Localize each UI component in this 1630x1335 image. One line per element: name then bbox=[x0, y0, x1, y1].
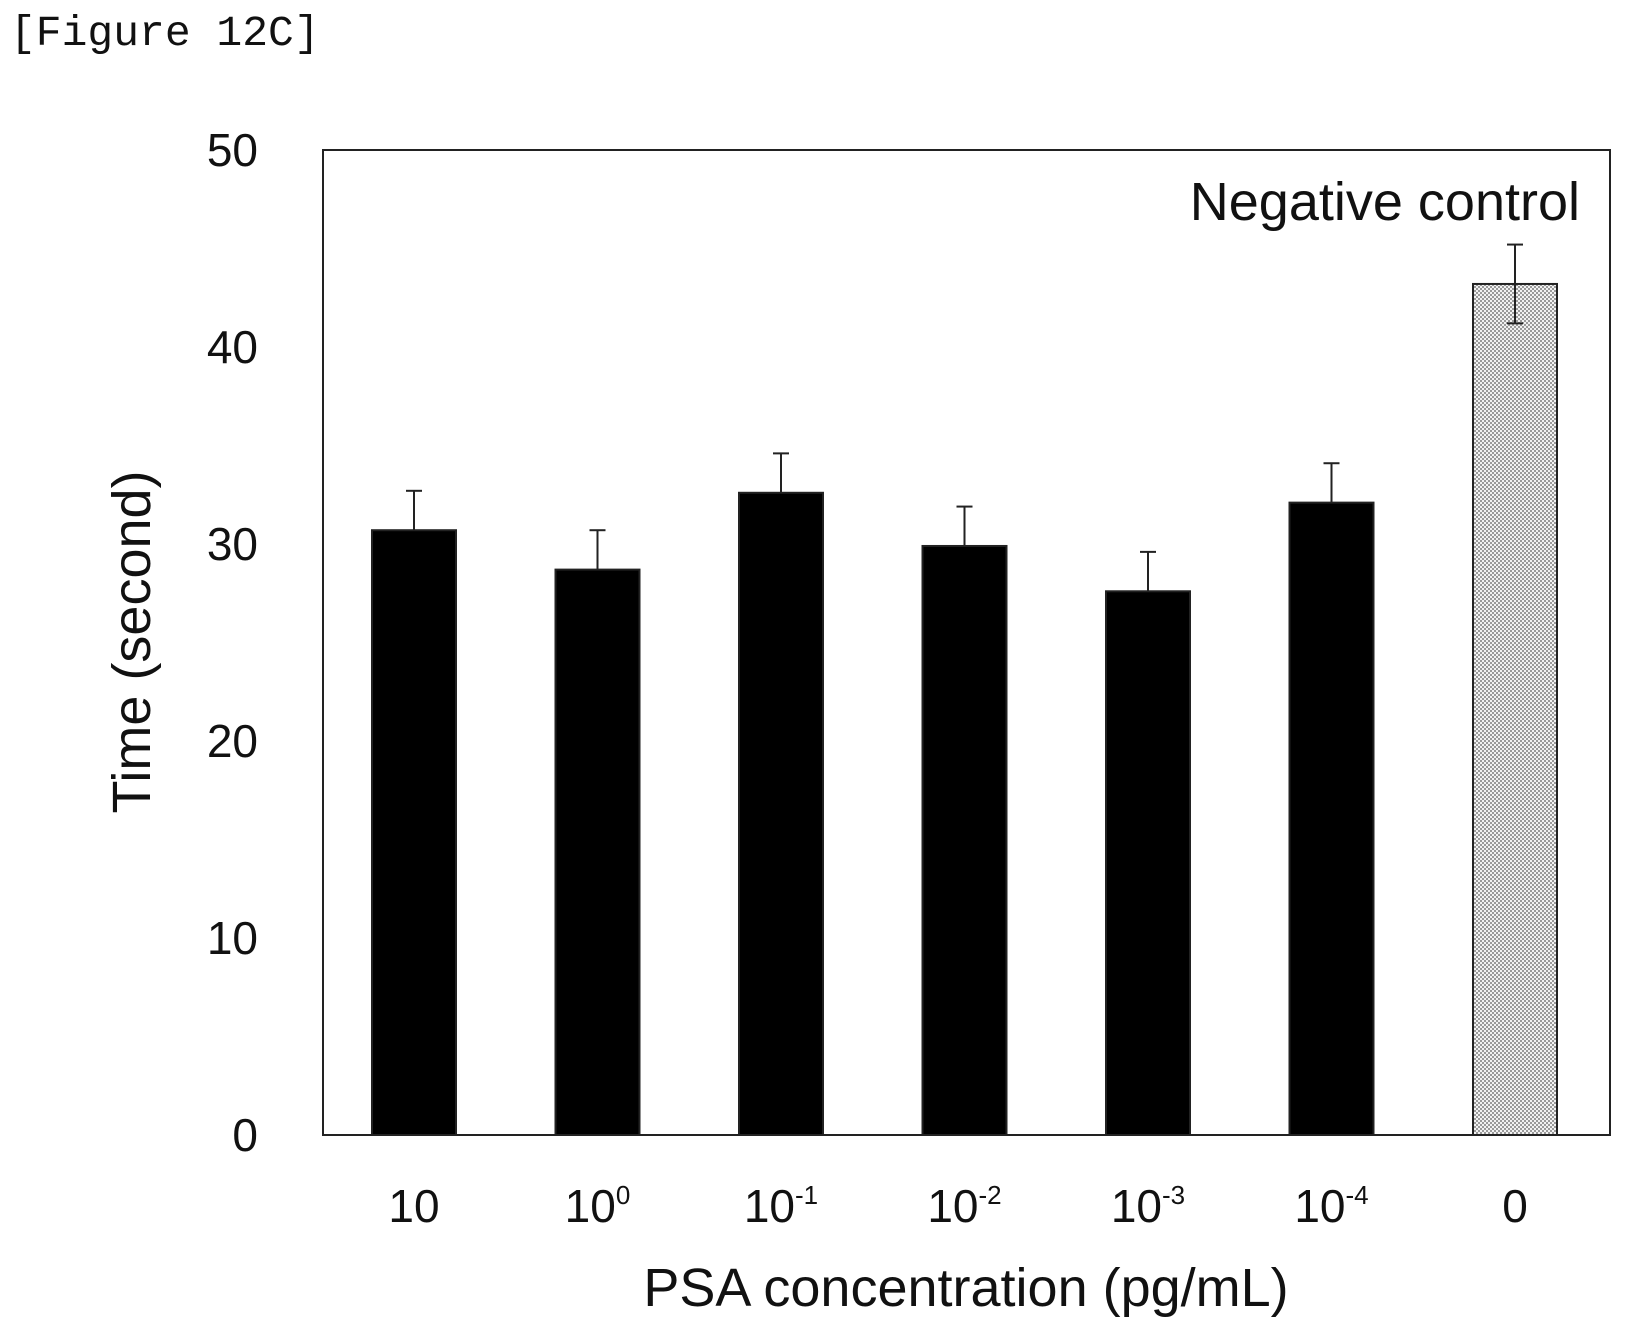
x-tick-label-0: 10 bbox=[388, 1180, 439, 1232]
x-axis-title: PSA concentration (pg/mL) bbox=[643, 1258, 1288, 1318]
bar-0 bbox=[371, 529, 457, 1136]
y-axis-title: Time (second) bbox=[102, 470, 162, 813]
x-tick-label-5: 10-4 bbox=[1294, 1180, 1368, 1232]
x-tick-label-1: 100 bbox=[565, 1180, 631, 1232]
bar-6 bbox=[1472, 282, 1558, 1136]
x-tick-label-3: 10-2 bbox=[927, 1180, 1001, 1232]
y-tick-label-1: 10 bbox=[207, 912, 258, 964]
x-tick-label-4: 10-3 bbox=[1111, 1180, 1185, 1232]
bar-5 bbox=[1288, 501, 1375, 1136]
y-tick-label-2: 20 bbox=[207, 715, 258, 767]
bar-1 bbox=[554, 568, 641, 1136]
bar-3 bbox=[921, 544, 1008, 1136]
y-tick-label-4: 40 bbox=[207, 321, 258, 373]
y-tick-label-0: 0 bbox=[232, 1109, 258, 1161]
y-tick-label-3: 30 bbox=[207, 518, 258, 570]
x-tick-label-6: 0 bbox=[1502, 1180, 1528, 1232]
bar-4 bbox=[1105, 590, 1191, 1136]
bar-2 bbox=[738, 491, 824, 1136]
y-tick-label-5: 50 bbox=[207, 124, 258, 176]
x-tick-label-2: 10-1 bbox=[744, 1180, 818, 1232]
figure-caption: [Figure 12C] bbox=[10, 9, 320, 58]
negative-control-annotation: Negative control bbox=[1190, 172, 1580, 232]
